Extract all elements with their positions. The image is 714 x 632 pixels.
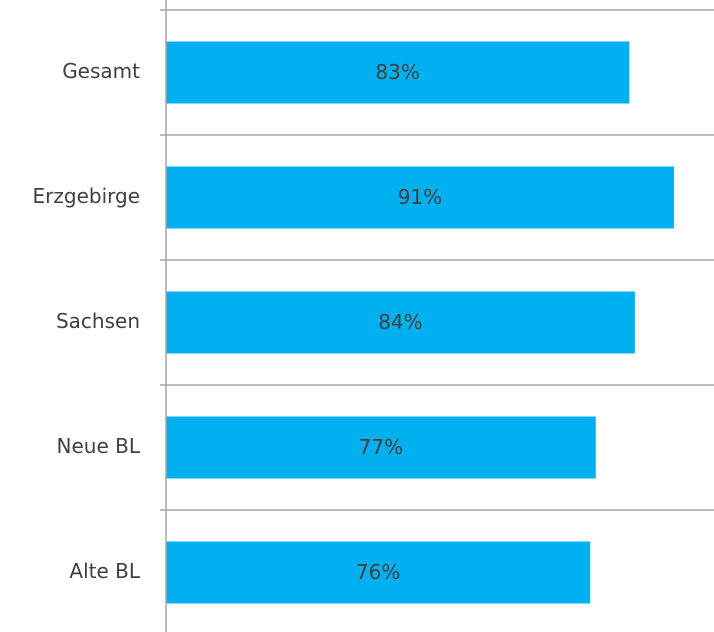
data-label: 91% [398, 185, 442, 209]
bar [166, 541, 591, 604]
data-label: 83% [375, 60, 419, 84]
y-tick-label: Sachsen [56, 309, 140, 333]
bar [166, 166, 674, 229]
y-tick-label: Gesamt [62, 59, 140, 83]
data-label: 84% [378, 310, 422, 334]
y-tick-label: Erzgebirge [33, 184, 140, 208]
bar [166, 291, 635, 354]
data-label: 76% [356, 560, 400, 584]
y-tick-label: Neue BL [57, 434, 141, 458]
y-tick-label: Alte BL [69, 559, 140, 583]
bar [166, 416, 596, 479]
bar [166, 41, 630, 104]
data-label: 77% [359, 435, 403, 459]
